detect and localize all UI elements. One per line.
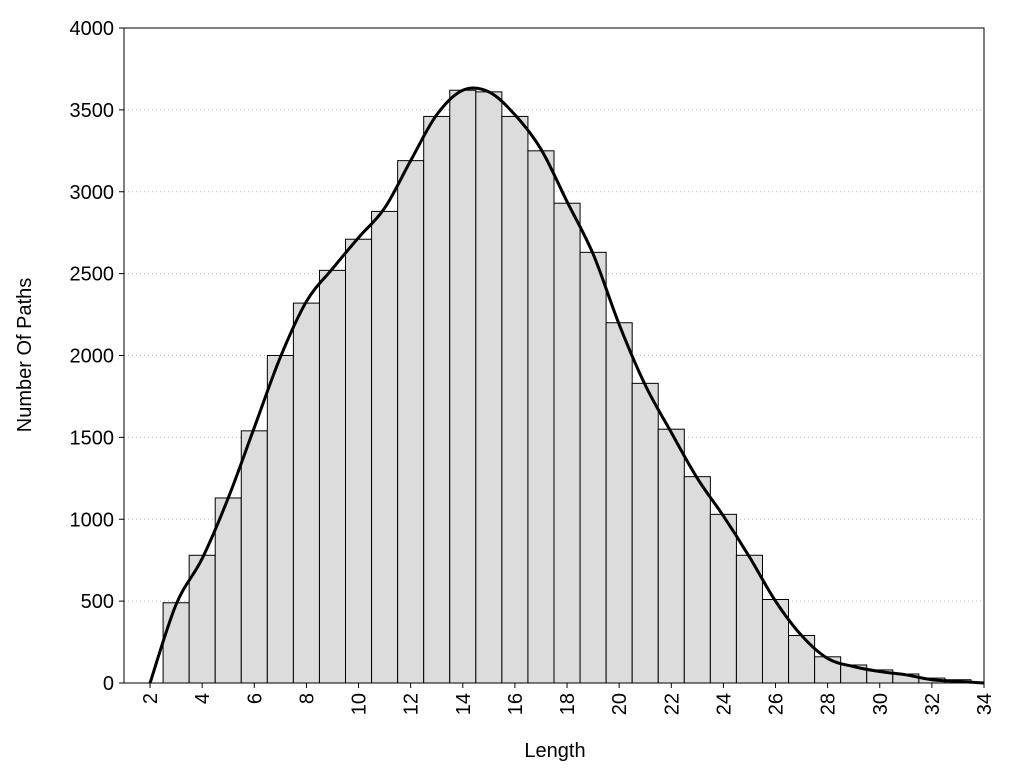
trend-line (148, 86, 985, 685)
bar (683, 476, 711, 684)
x-tick-label: 22 (661, 693, 683, 715)
bar (449, 89, 477, 684)
y-tick-label: 2000 (70, 346, 115, 368)
x-tick-label: 18 (557, 693, 579, 715)
bar (814, 656, 842, 684)
bar (527, 150, 555, 684)
bar (214, 497, 242, 684)
y-tick-label: 3500 (70, 100, 115, 122)
x-tick-label: 8 (296, 693, 318, 704)
x-tick-label: 24 (713, 693, 735, 715)
plot-frame (123, 27, 985, 684)
bar (553, 202, 581, 684)
bar (501, 115, 529, 684)
bar (735, 554, 763, 684)
x-tick-label: 26 (766, 693, 788, 715)
y-tick-label: 4000 (70, 18, 115, 40)
bar (579, 251, 607, 684)
x-tick-label: 32 (922, 693, 944, 715)
bar (266, 355, 294, 684)
x-tick-label: 14 (453, 693, 475, 715)
bar (371, 210, 399, 684)
y-tick-label: 2500 (70, 264, 115, 286)
x-tick-label: 4 (192, 693, 214, 704)
bar (631, 382, 659, 684)
y-tick-label: 500 (81, 591, 114, 613)
y-axis-label: Number Of Paths (14, 278, 36, 433)
y-tick-label: 1500 (70, 427, 115, 449)
x-tick-label: 6 (244, 693, 266, 704)
x-tick-label: 2 (140, 693, 162, 704)
x-tick-label: 30 (870, 693, 892, 715)
bar (475, 91, 503, 684)
bar (397, 160, 425, 684)
x-tick-label: 28 (818, 693, 840, 715)
bar (423, 115, 451, 684)
bar (345, 238, 373, 684)
bar (240, 430, 268, 684)
x-tick-label: 34 (974, 693, 996, 715)
y-tick-label: 0 (103, 673, 114, 695)
x-tick-label: 20 (609, 693, 631, 715)
bar (292, 302, 320, 684)
bar (709, 513, 737, 684)
bar (162, 602, 190, 684)
x-tick-label: 12 (401, 693, 423, 715)
bar (788, 635, 816, 684)
y-tick-label: 1000 (70, 509, 115, 531)
bar (605, 322, 633, 684)
bar (657, 428, 685, 684)
y-tick-label: 3000 (70, 182, 115, 204)
x-tick-label: 10 (349, 693, 371, 715)
x-tick-label: 16 (505, 693, 527, 715)
bar (318, 269, 347, 684)
x-axis-label: Length (524, 740, 585, 762)
